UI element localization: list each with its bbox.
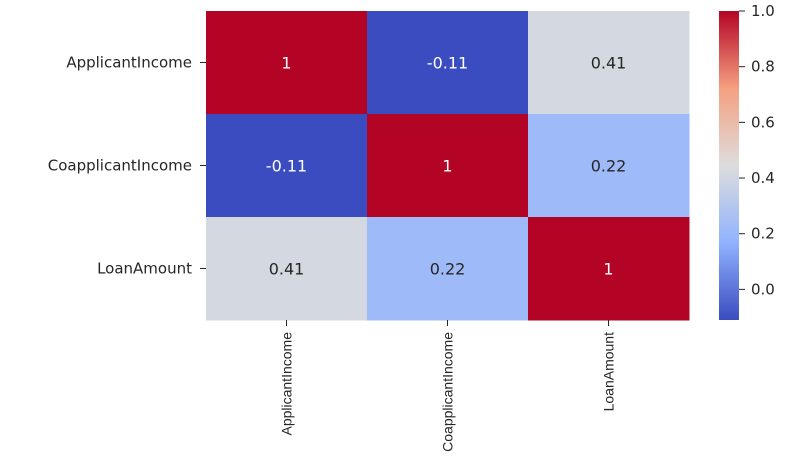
heatmap-cell <box>367 11 529 115</box>
heatmap-cell <box>528 217 690 321</box>
heatmap-cell <box>206 217 368 321</box>
x-tick-label: LoanAmount <box>601 332 617 412</box>
cell-annotation: 0.41 <box>591 54 627 73</box>
x-tick-label: CoapplicantIncome <box>440 332 456 452</box>
colorbar-tick-label: 0.0 <box>751 280 775 298</box>
y-tick-label: LoanAmount <box>97 260 192 278</box>
y-tick-label: CoapplicantIncome <box>48 157 192 175</box>
cell-annotation: 0.41 <box>269 260 305 279</box>
cell-annotation: -0.11 <box>266 157 307 176</box>
colorbar-tick-label: 0.6 <box>751 113 775 131</box>
y-tick-label: ApplicantIncome <box>66 54 192 72</box>
y-axis-labels: ApplicantIncome CoapplicantIncome LoanAmou… <box>48 54 206 278</box>
colorbar-tick-label: 0.2 <box>751 225 775 243</box>
heatmap-cells: 1 -0.11 0.41 -0.11 1 0.22 0.41 0.22 1 <box>206 11 690 321</box>
colorbar-gradient <box>719 11 739 320</box>
x-axis-labels: ApplicantIncome CoapplicantIncome LoanAmou… <box>279 320 617 452</box>
heatmap-cell <box>528 11 690 115</box>
x-tick-label: ApplicantIncome <box>279 332 295 436</box>
heatmap-cell <box>206 11 368 115</box>
cell-annotation: 1 <box>603 260 613 279</box>
cell-annotation: -0.11 <box>427 54 468 73</box>
colorbar-tick-label: 0.8 <box>751 58 775 76</box>
cell-annotation: 0.22 <box>591 157 627 176</box>
colorbar-tick-label: 1.0 <box>751 2 775 20</box>
heatmap-cell <box>528 114 690 218</box>
cell-annotation: 1 <box>442 157 452 176</box>
heatmap-cell <box>206 114 368 218</box>
heatmap-cell <box>367 114 529 218</box>
colorbar: 0.0 0.2 0.4 0.6 0.8 1.0 <box>719 2 775 320</box>
cell-annotation: 0.22 <box>430 260 466 279</box>
colorbar-tick-label: 0.4 <box>751 169 775 187</box>
cell-annotation: 1 <box>281 54 291 73</box>
heatmap-cell <box>367 217 529 321</box>
